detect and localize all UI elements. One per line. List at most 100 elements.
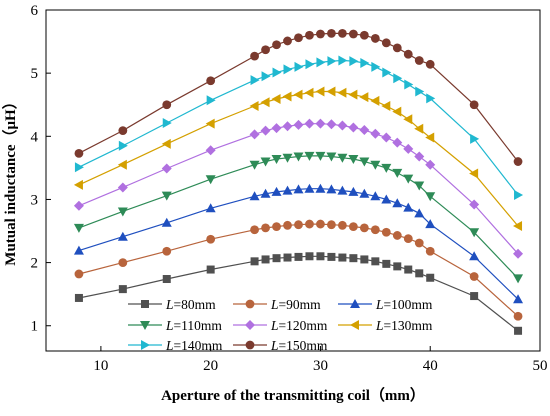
data-point: [513, 220, 523, 231]
series-80mm: [74, 252, 523, 335]
data-point: [304, 151, 315, 161]
data-point: [205, 118, 215, 129]
data-point: [392, 198, 403, 208]
data-point: [304, 183, 315, 193]
series-90mm: [74, 219, 523, 321]
data-point: [403, 143, 414, 154]
data-point: [370, 191, 381, 201]
data-point: [370, 128, 381, 139]
plot-frame: [45, 9, 541, 352]
data-point: [316, 219, 325, 229]
data-point: [392, 106, 402, 117]
data-point: [272, 254, 281, 263]
data-point: [392, 168, 403, 178]
data-point: [118, 126, 128, 136]
y-tick-label: 5: [31, 66, 39, 82]
series-100mm: [73, 183, 524, 304]
data-point: [73, 245, 84, 255]
y-tick-label: 6: [31, 3, 39, 19]
data-point: [470, 133, 480, 144]
legend-marker: [141, 340, 150, 350]
data-point: [370, 160, 381, 170]
data-point: [205, 145, 216, 156]
data-point: [74, 293, 83, 302]
data-point: [74, 148, 84, 158]
data-point: [349, 254, 358, 263]
legend-item: L=80mm: [128, 297, 216, 312]
data-point: [305, 30, 314, 40]
data-point: [392, 231, 402, 240]
data-point: [260, 188, 271, 198]
data-point: [327, 252, 336, 261]
data-point: [426, 273, 435, 282]
data-point: [316, 57, 326, 68]
legend-label: L=130mm: [375, 318, 433, 333]
series-line: [78, 188, 519, 300]
data-point: [282, 91, 292, 102]
data-point: [382, 259, 391, 268]
data-point: [74, 162, 84, 173]
data-point: [392, 137, 403, 148]
data-point: [162, 275, 171, 284]
data-point: [315, 118, 326, 129]
data-point: [117, 207, 128, 217]
data-point: [250, 75, 260, 86]
data-point: [261, 71, 271, 82]
data-point: [283, 36, 292, 46]
x-axis-title: Aperture of the transmitting coil（mm）: [161, 386, 425, 404]
data-point: [261, 255, 270, 264]
data-point: [161, 163, 172, 174]
data-point: [359, 124, 370, 135]
data-point: [469, 228, 480, 238]
data-point: [381, 132, 392, 143]
legend-item: L=150mm: [233, 338, 328, 353]
y-tick-label: 3: [31, 192, 39, 208]
data-point: [513, 274, 524, 284]
data-point: [261, 45, 270, 55]
series-130mm: [73, 86, 523, 231]
data-point: [304, 118, 315, 129]
data-point: [282, 121, 293, 132]
data-point: [304, 87, 314, 98]
data-point: [326, 184, 337, 194]
data-point: [425, 219, 436, 229]
data-point: [117, 159, 127, 170]
data-point: [415, 86, 425, 97]
data-point: [425, 132, 435, 143]
data-point: [381, 227, 391, 237]
data-point: [348, 29, 358, 39]
data-point: [206, 95, 216, 106]
legend-marker: [245, 299, 255, 309]
data-point: [73, 200, 84, 211]
data-point: [315, 183, 326, 193]
data-point: [414, 208, 425, 218]
data-point: [371, 257, 380, 266]
data-point: [513, 311, 523, 321]
data-point: [205, 175, 216, 185]
data-point: [359, 92, 369, 103]
data-point: [393, 73, 403, 84]
data-point: [403, 234, 413, 243]
data-point: [293, 119, 304, 130]
data-point: [260, 125, 271, 136]
data-point: [294, 33, 303, 43]
data-point: [348, 222, 358, 231]
data-point: [338, 253, 347, 262]
legend-marker: [350, 299, 360, 308]
data-point: [305, 59, 315, 70]
data-point: [370, 34, 380, 43]
data-point: [118, 140, 128, 151]
data-point: [249, 100, 259, 111]
legend-label: L=140mm: [165, 338, 223, 353]
data-point: [414, 123, 424, 134]
data-point: [250, 51, 259, 61]
data-point: [271, 123, 282, 134]
legend-item: L=90mm: [233, 297, 321, 312]
data-point: [271, 186, 282, 196]
data-point: [360, 58, 370, 69]
data-point: [316, 29, 325, 39]
x-tick-label: 50: [533, 358, 548, 374]
data-point: [425, 246, 435, 256]
data-point: [272, 67, 282, 78]
